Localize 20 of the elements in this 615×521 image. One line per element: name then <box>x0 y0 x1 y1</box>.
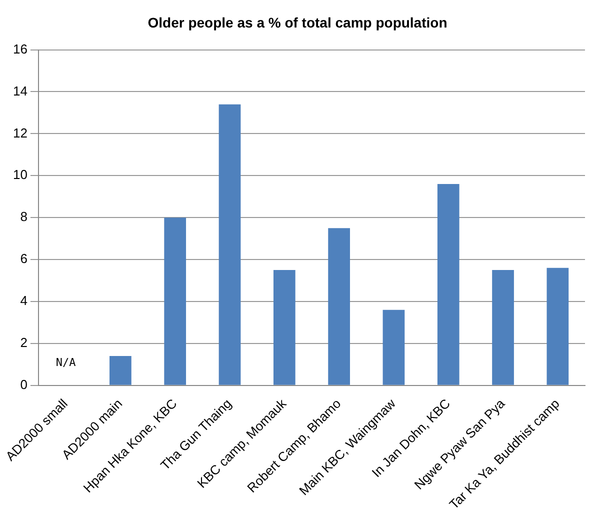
y-tick-label: 4 <box>20 293 28 308</box>
bar <box>382 310 405 385</box>
bar <box>218 104 241 385</box>
bar <box>273 270 296 385</box>
bar <box>328 228 350 385</box>
y-tick-label: 12 <box>12 125 28 140</box>
y-tick-label: 6 <box>20 251 28 266</box>
annotation: N/A <box>56 356 76 370</box>
y-tick-label: 0 <box>20 376 28 392</box>
y-tick-label: 8 <box>20 209 28 224</box>
y-tick-label: 16 <box>12 41 28 56</box>
bar <box>492 270 514 385</box>
bar <box>546 268 569 385</box>
bar <box>110 356 132 385</box>
y-tick-label: 14 <box>12 83 28 98</box>
bar <box>164 218 186 385</box>
chart-title: Older people as a % of total camp population <box>148 14 448 30</box>
y-tick-label: 2 <box>20 335 28 350</box>
y-tick-label: 10 <box>12 167 28 182</box>
bar <box>437 184 460 385</box>
